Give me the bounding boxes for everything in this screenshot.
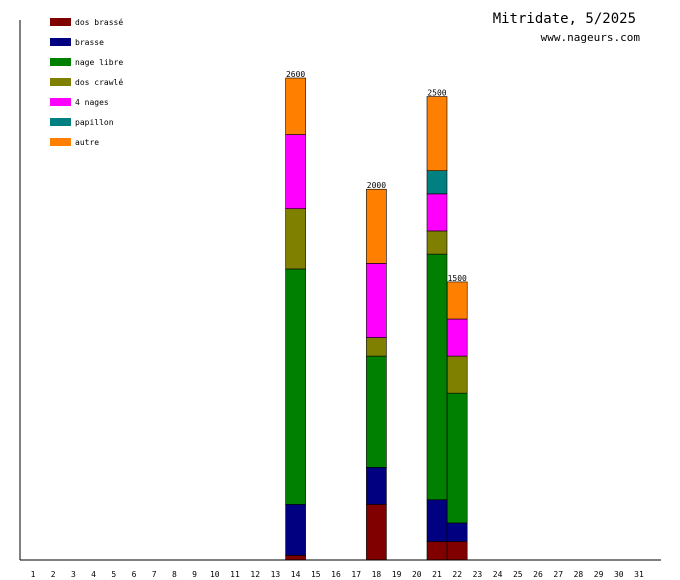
legend-label-2: nage libre [75, 58, 123, 67]
bar-day14-series2 [285, 268, 306, 505]
bars-layer [285, 77, 468, 561]
bar-day22-series2 [446, 392, 468, 524]
x-tick-19: 19 [392, 570, 402, 579]
legend: dos brassé brasse nage libre dos crawlé 4 na… [50, 17, 123, 147]
legend-swatch-4 [50, 98, 71, 106]
bar-day21-series3 [426, 230, 448, 255]
bar-day21-series5 [426, 170, 448, 195]
x-tick-labels: 1 2 3 4 5 6 7 8 9 10 11 12 13 14 15 16 17 18 19 20 21 22 23 24 2… [31, 570, 644, 579]
x-tick-12: 12 [250, 570, 260, 579]
bar-day14-series1 [285, 504, 306, 556]
legend-swatch-0 [50, 18, 71, 26]
legend-swatch-6 [50, 138, 71, 146]
x-tick-7: 7 [152, 570, 157, 579]
x-tick-15: 15 [311, 570, 321, 579]
bar-day18-series2 [366, 355, 387, 468]
x-tick-22: 22 [452, 570, 462, 579]
bar-day22-series6 [446, 281, 468, 320]
x-tick-28: 28 [574, 570, 584, 579]
total-label-day22: 1500 [448, 274, 467, 283]
x-tick-31: 31 [634, 570, 644, 579]
x-tick-8: 8 [172, 570, 177, 579]
bar-day14-series3 [285, 208, 306, 270]
legend-swatch-3 [50, 78, 71, 86]
x-tick-3: 3 [71, 570, 76, 579]
legend-swatch-5 [50, 118, 71, 126]
bar-day18-series6 [366, 188, 387, 264]
bar-day21-series0 [426, 541, 448, 561]
bar-day21-series2 [426, 253, 448, 501]
legend-label-6: autre [75, 138, 99, 147]
bar-day18-series1 [366, 467, 387, 505]
bar-day22-series0 [446, 541, 468, 561]
x-tick-16: 16 [331, 570, 341, 579]
x-tick-13: 13 [271, 570, 281, 579]
bar-day21-series1 [426, 499, 448, 542]
legend-label-4: 4 nages [75, 98, 109, 107]
bar-day22-series1 [446, 522, 468, 542]
x-tick-5: 5 [111, 570, 116, 579]
chart-subtitle: www.nageurs.com [541, 31, 641, 44]
total-label-day14: 2600 [286, 70, 305, 79]
x-tick-9: 9 [192, 570, 197, 579]
x-tick-2: 2 [51, 570, 56, 579]
x-tick-25: 25 [513, 570, 523, 579]
totals-layer: 2600 2000 2500 1500 [286, 70, 467, 283]
legend-label-3: dos crawlé [75, 77, 123, 87]
x-tick-1: 1 [31, 570, 36, 579]
bar-day14-series6 [285, 77, 306, 135]
x-tick-29: 29 [594, 570, 604, 579]
legend-label-5: papillon [75, 118, 114, 127]
bar-day18-series0 [366, 504, 387, 561]
legend-label-1: brasse [75, 38, 104, 47]
x-tick-14: 14 [291, 570, 301, 579]
legend-swatch-1 [50, 38, 71, 46]
x-tick-4: 4 [91, 570, 96, 579]
x-tick-17: 17 [351, 570, 361, 579]
x-tick-21: 21 [432, 570, 442, 579]
bar-day22-series3 [446, 355, 468, 394]
bar-day22-series4 [446, 318, 468, 357]
x-tick-24: 24 [493, 570, 503, 579]
x-tick-27: 27 [553, 570, 563, 579]
bar-day18-series3 [366, 337, 387, 357]
x-tick-6: 6 [132, 570, 137, 579]
x-tick-18: 18 [372, 570, 382, 579]
bar-day21-series4 [426, 193, 448, 232]
legend-swatch-2 [50, 58, 71, 66]
x-tick-26: 26 [533, 570, 543, 579]
x-tick-23: 23 [473, 570, 483, 579]
total-label-day21: 2500 [427, 89, 446, 98]
bar-day14-series4 [285, 134, 306, 209]
bar-day21-series6 [426, 96, 448, 171]
chart-title: Mitridate, 5/2025 [493, 11, 636, 27]
legend-label-0: dos brassé [75, 17, 123, 27]
bar-day18-series4 [366, 263, 387, 338]
bar-day14-series0 [285, 555, 306, 561]
x-tick-20: 20 [412, 570, 422, 579]
total-label-day18: 2000 [367, 181, 386, 190]
x-tick-11: 11 [230, 570, 240, 579]
x-tick-10: 10 [210, 570, 220, 579]
x-tick-30: 30 [614, 570, 624, 579]
